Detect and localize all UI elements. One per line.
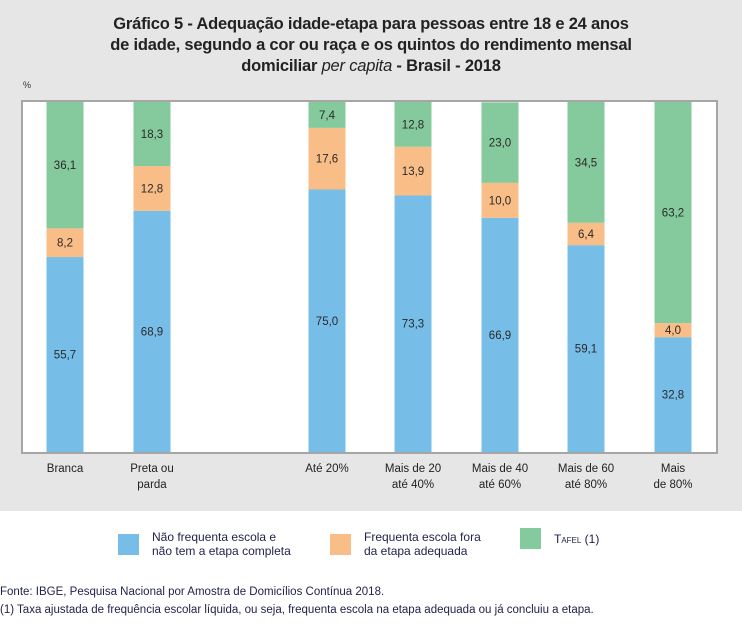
legend-text-line1: Frequenta escola fora: [364, 530, 481, 544]
bar-segment-frequenta-fora: [654, 323, 692, 338]
legend-text-line1: Não frequenta escola e: [152, 530, 277, 544]
x-tick-label: Mais de 20 até 40%: [368, 461, 458, 493]
legend-swatch-green: [520, 528, 541, 549]
bar-segment-nao-frequenta: [394, 195, 432, 452]
x-tick-label: Mais de 80%: [628, 461, 718, 493]
x-tick-label: Preta ou parda: [107, 461, 197, 493]
data-label: 73,3: [402, 319, 424, 331]
bar-segment-tafel: [133, 102, 171, 167]
bar-segment-tafel: [654, 102, 692, 324]
data-label: 12,8: [402, 119, 424, 131]
bar-segment-nao-frequenta: [654, 337, 692, 452]
bar-segment-tafel: [567, 102, 605, 223]
legend-text-line1: Tafel (1): [554, 531, 600, 546]
legend-text-line2: da etapa adequada: [364, 544, 468, 558]
x-tick-label-line: Até 20%: [305, 463, 349, 475]
chart-title: Gráfico 5 - Adequação idade-etapa para p…: [0, 14, 742, 77]
x-tick-label-line: até 80%: [564, 479, 608, 491]
data-label: 7,4: [319, 110, 336, 122]
data-label: 32,8: [662, 390, 684, 402]
legend-item-frequenta-fora: Frequenta escola fora da etapa adequada: [330, 530, 481, 558]
data-label: 23,0: [489, 138, 511, 150]
data-label: 34,5: [575, 157, 597, 169]
x-tick-label-line: Mais de 60: [557, 463, 615, 475]
data-label: 75,0: [316, 316, 338, 328]
bars-group: [46, 102, 692, 452]
bar-segment-frequenta-fora: [567, 222, 605, 246]
x-tick-label: Branca: [20, 461, 110, 477]
data-label: 4,0: [665, 325, 681, 337]
title-line-2: de idade, segundo a cor ou raça e os qui…: [110, 36, 632, 54]
stacked-bar-chart: 55,7 8,2 36,1 68,9 12,8 18,3 75,0 17,6 7,4 73,3 13…: [21, 100, 718, 454]
data-label: 6,4: [578, 229, 595, 241]
data-label: 10,0: [489, 195, 511, 207]
data-label: 12,8: [141, 183, 163, 195]
title-italic: per capita: [321, 57, 393, 75]
bar-segment-tafel: [481, 102, 519, 183]
x-tick-label: Mais de 40 até 60%: [455, 461, 545, 493]
title-line-3-post: - Brasil - 2018: [392, 57, 501, 75]
bar-segment-tafel: [308, 102, 346, 128]
bar-segment-nao-frequenta: [46, 257, 84, 452]
y-unit-label: %: [23, 80, 32, 90]
bar-segment-nao-frequenta: [308, 189, 346, 452]
title-line-3-pre: domiciliar: [241, 57, 322, 75]
data-label: 18,3: [141, 129, 163, 141]
data-label: 17,6: [316, 154, 338, 166]
bar-segment-frequenta-fora: [133, 166, 171, 211]
x-tick-label-line: Mais de 40: [471, 463, 529, 475]
x-tick-label: Mais de 60 até 80%: [541, 461, 631, 493]
x-tick-label-line: de 80%: [653, 479, 693, 491]
x-tick-label-line: até 60%: [478, 479, 522, 491]
data-label: 66,9: [489, 330, 511, 342]
data-label: 36,1: [54, 160, 76, 172]
footer-source: Fonte: IBGE, Pesquisa Nacional por Amost…: [0, 586, 385, 598]
data-label: 8,2: [57, 238, 73, 250]
plot-area: [21, 100, 718, 454]
data-label: 59,1: [575, 344, 597, 356]
bar-segment-frequenta-fora: [394, 146, 432, 196]
bar-segment-nao-frequenta: [567, 245, 605, 452]
x-tick-label-line: Mais: [660, 463, 686, 475]
bar-segment-frequenta-fora: [481, 182, 519, 218]
data-labels-group: 55,7 8,2 36,1 68,9 12,8 18,3 75,0 17,6 7,4 73,3 13…: [54, 110, 684, 402]
bar-segment-nao-frequenta: [481, 217, 519, 452]
x-tick-label-line: parda: [137, 479, 167, 491]
bar-segment-frequenta-fora: [46, 228, 84, 258]
data-label: 63,2: [662, 208, 684, 220]
title-line-1: Gráfico 5 - Adequação idade-etapa para p…: [113, 15, 629, 33]
legend-swatch-blue: [118, 533, 139, 555]
legend-text-line2: não tem a etapa completa: [152, 544, 291, 558]
x-tick-label-line: Preta ou: [130, 463, 174, 475]
legend-item-tafel: Tafel (1): [520, 528, 599, 549]
legend-item-nao-frequenta: Não frequenta escola e não tem a etapa co…: [118, 530, 291, 558]
data-label: 55,7: [54, 350, 76, 362]
x-tick-label-line: Branca: [46, 463, 84, 475]
data-label: 13,9: [402, 166, 424, 178]
x-tick-label-line: até 40%: [391, 479, 435, 491]
bar-segment-frequenta-fora: [308, 127, 346, 190]
title-line-3: domiciliar per capita - Brasil - 2018: [0, 56, 742, 77]
bar-segment-tafel: [394, 102, 432, 147]
x-tick-label: Até 20%: [282, 461, 372, 477]
footer-note: (1) Taxa ajustada de frequência escolar …: [0, 604, 594, 616]
legend-swatch-orange: [330, 533, 351, 555]
data-label: 68,9: [141, 326, 163, 338]
bar-segment-tafel: [46, 102, 84, 229]
x-tick-label-line: Mais de 20: [384, 463, 442, 475]
bar-segment-nao-frequenta: [133, 210, 171, 452]
